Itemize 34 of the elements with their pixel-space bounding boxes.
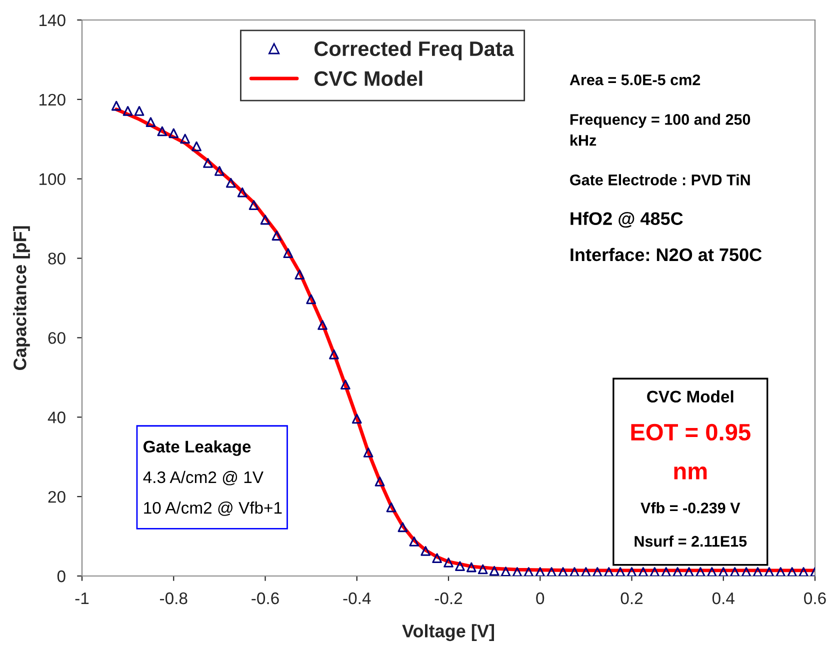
y-tick-label: 120: [39, 94, 66, 106]
annotation: 10 A/cm2 @ Vfb+1: [144, 502, 282, 516]
x-tick-label: -0.2: [434, 592, 462, 604]
annotation: 4.3 A/cm2 @ 1V: [143, 470, 264, 486]
x-tick-label: 0: [536, 592, 544, 604]
annotation: Area = 5.0E-5 cm2: [570, 74, 700, 86]
x-tick-label: -1: [75, 592, 89, 604]
annotation: Frequency = 100 and 250 kHz: [570, 114, 750, 146]
x-tick-label: 0.2: [620, 592, 642, 604]
annotation: Gate Electrode : PVD TiN: [570, 174, 750, 186]
annotation: Gate Leakage: [144, 440, 251, 456]
x-tick-label: -0.6: [252, 592, 279, 604]
x-axis-title: Voltage [V]: [402, 624, 494, 642]
y-tick-label: 140: [39, 14, 66, 26]
y-tick-label: 100: [39, 173, 66, 186]
x-tick-label: -0.4: [343, 592, 371, 604]
annotation: Nsurf = 2.11E15: [634, 536, 747, 547]
annotation: Interface: N2O at 750C: [570, 248, 762, 262]
x-tick-label: -0.8: [160, 592, 188, 604]
y-tick-label: 80: [48, 252, 66, 264]
y-axis-title: Capacitance [pF]: [13, 226, 30, 370]
x-tick-label: 0.6: [804, 592, 826, 604]
y-tick-label: 60: [48, 332, 66, 344]
legend-label: Corrected Freq Data: [314, 40, 514, 60]
x-tick-label: 0.4: [712, 592, 734, 604]
annotation: nm: [674, 466, 707, 480]
y-tick-label: 20: [48, 490, 66, 503]
y-tick-label: 40: [48, 412, 66, 424]
annotation: HfO2 @ 485C: [570, 212, 683, 228]
annotation: EOT = 0.95: [631, 424, 750, 441]
legend-label: CVC Model: [314, 70, 422, 86]
annotation: CVC Model: [647, 390, 734, 403]
y-tick-label: 0: [57, 570, 66, 582]
annotation: Vfb = -0.239 V: [640, 502, 740, 514]
